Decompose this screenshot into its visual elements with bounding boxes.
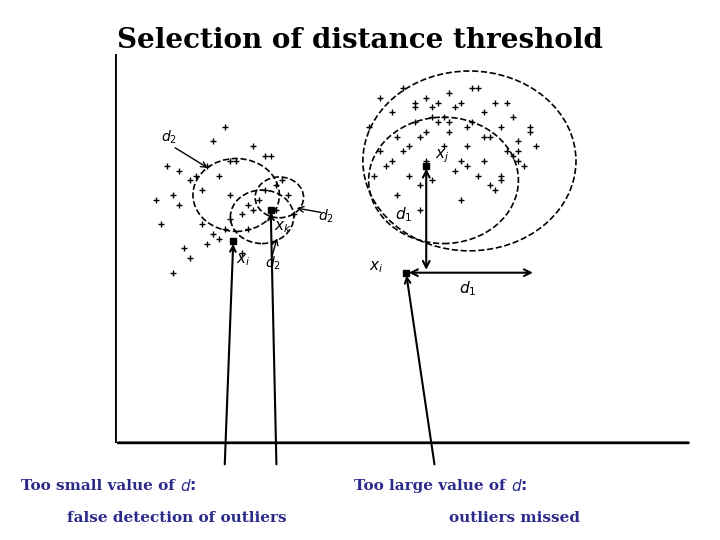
Text: $x_i$: $x_i$ [236,252,251,268]
Text: $d$: $d$ [180,478,192,494]
Text: outliers missed: outliers missed [449,511,580,525]
Text: $d_1$: $d_1$ [395,205,412,224]
Text: :: : [189,478,196,494]
Text: $d_1$: $d_1$ [459,279,477,298]
Text: Selection of distance threshold: Selection of distance threshold [117,27,603,54]
Text: $x_i$: $x_i$ [369,259,383,275]
Text: $x_j$: $x_j$ [435,147,449,165]
Text: Too small value of: Too small value of [21,479,180,493]
Text: false detection of outliers: false detection of outliers [66,511,287,525]
Text: :: : [521,478,527,494]
Text: $d$: $d$ [511,478,523,494]
Text: $d_2$: $d_2$ [161,129,177,146]
Text: $x_k$: $x_k$ [274,219,292,235]
Text: $d_2$: $d_2$ [318,207,334,225]
Text: $d_2$: $d_2$ [265,255,281,272]
Text: Too large value of: Too large value of [354,479,511,493]
